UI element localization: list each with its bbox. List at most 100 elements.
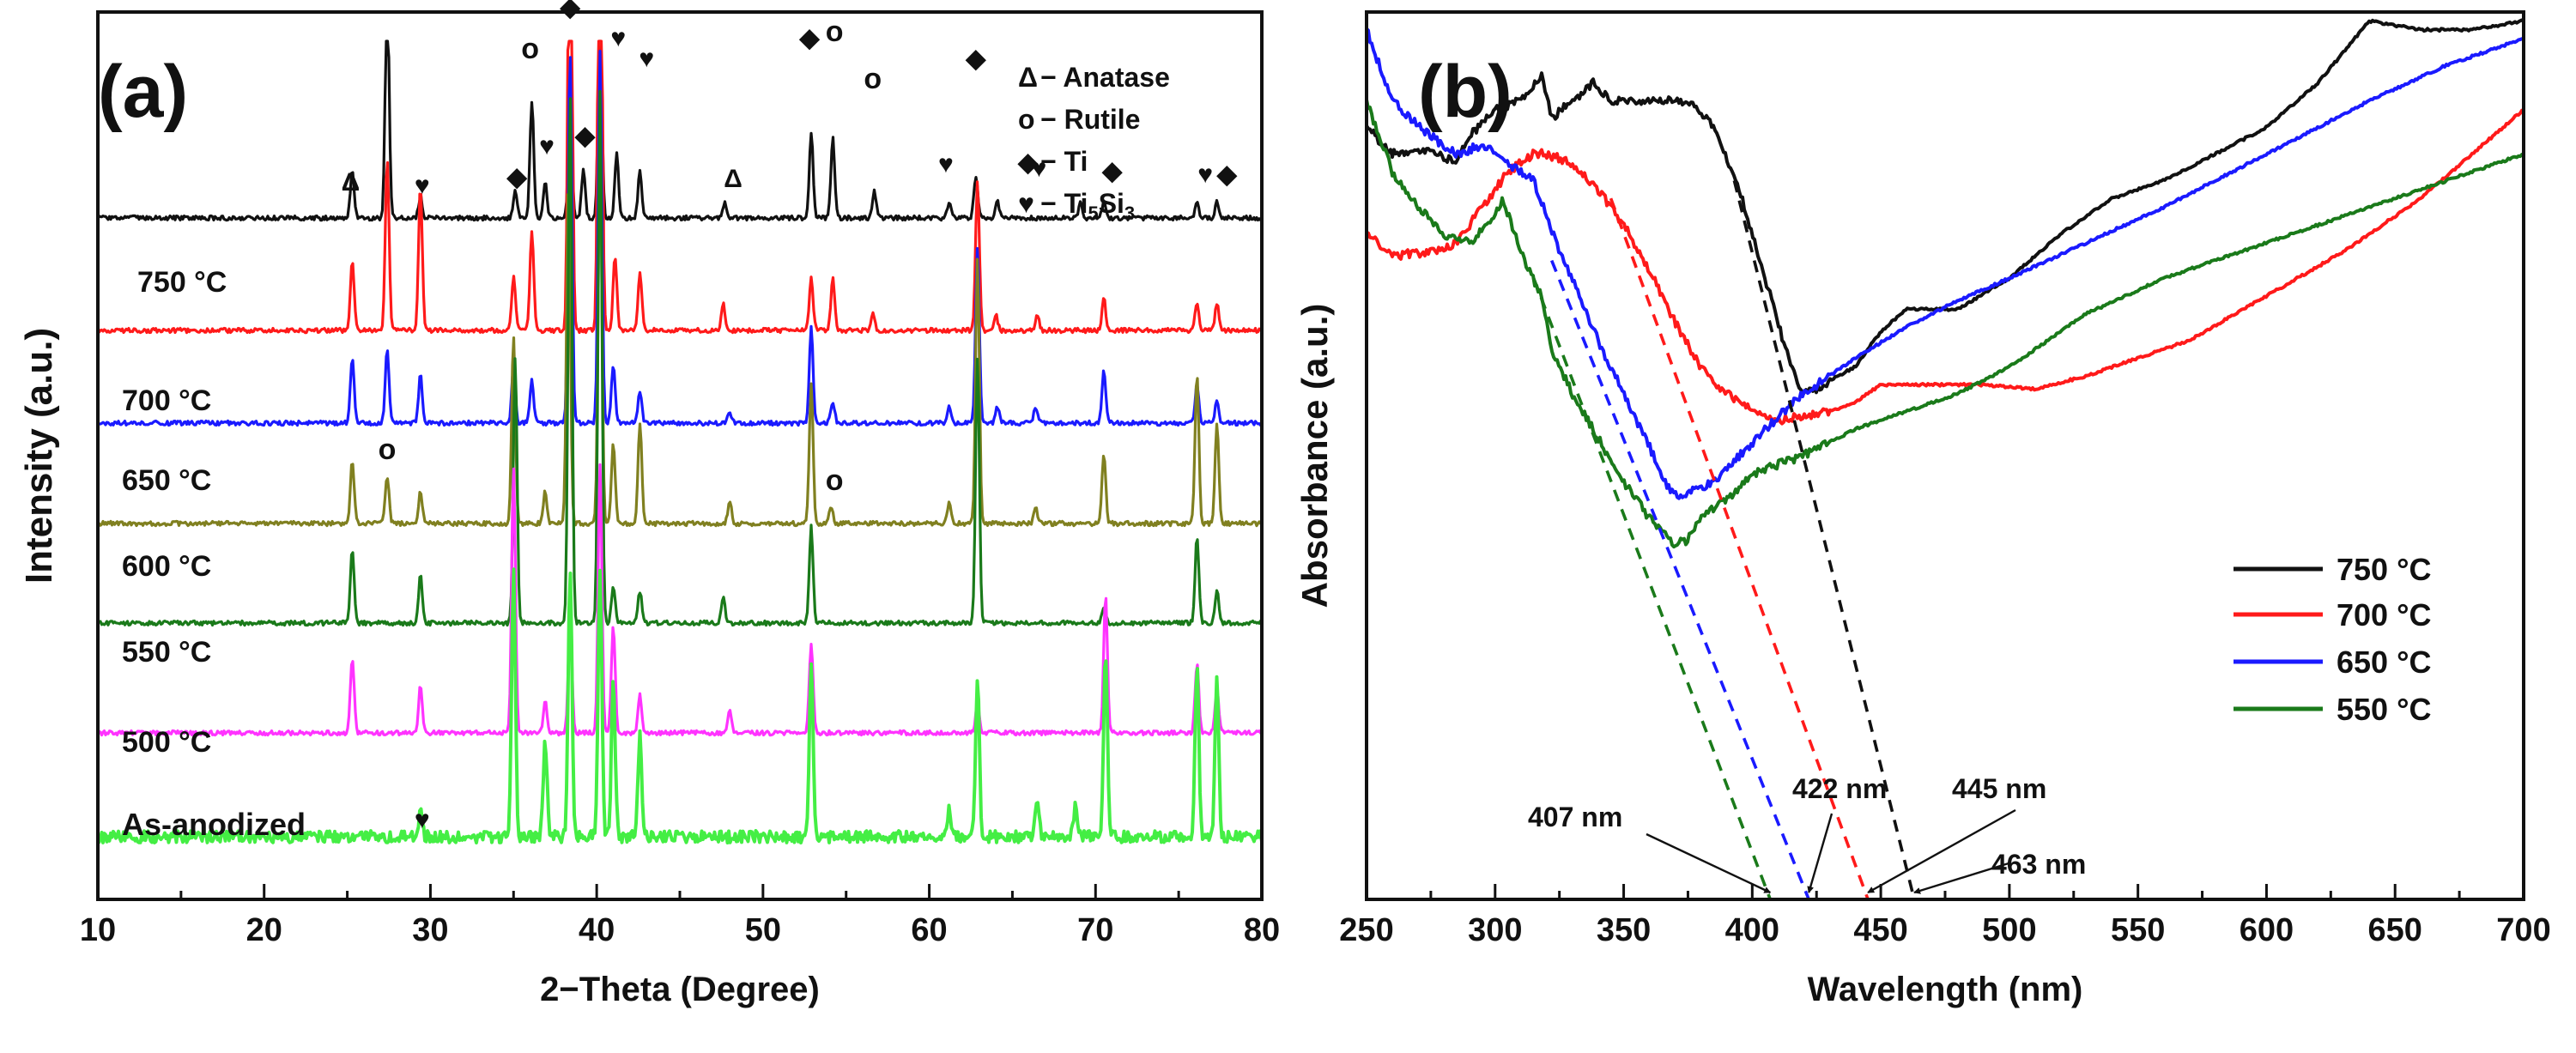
series-label-600: 600 °C bbox=[122, 550, 211, 583]
xrd-line-700-c bbox=[96, 39, 1264, 335]
peak-marker: ◆ bbox=[1216, 160, 1238, 189]
panel-a-legend: Δ − Anatase o − Rutile ◆ − Ti ♥ − Ti5Si3 bbox=[1017, 62, 1170, 224]
x-tick-label: 550 bbox=[2111, 912, 2165, 948]
peak-marker: ♥ bbox=[1032, 154, 1047, 183]
series-label-as-anodized: As-anodized bbox=[122, 807, 306, 842]
peak-marker: ♥ bbox=[415, 172, 430, 200]
intercept-arrow bbox=[1867, 808, 2016, 894]
x-tick-label: 500 bbox=[1982, 912, 2036, 948]
x-tick-label: 700 bbox=[2496, 912, 2550, 948]
x-tick-label: 30 bbox=[412, 912, 448, 948]
series-label-750: 750 °C bbox=[137, 266, 227, 299]
panel-a-xrd-chart: Δo♥◆o♥◆◆◆♥♥Δ◆oo♥◆♥◆♥◆oo♥ 102030405060708… bbox=[18, 0, 1280, 1008]
peak-marker: o bbox=[864, 63, 882, 95]
panel-b-y-axis-title: Absorbance (a.u.) bbox=[1294, 304, 1335, 608]
legend-label-650: 650 °C bbox=[2337, 645, 2431, 680]
legend-label-550: 550 °C bbox=[2337, 692, 2431, 727]
panel-b-legend: 750 °C 700 °C 650 °C 550 °C bbox=[2234, 552, 2431, 727]
xrd-line-500-c bbox=[97, 463, 1264, 737]
legend-rutile-label: − Rutile bbox=[1040, 104, 1140, 135]
peak-marker: ♥ bbox=[1197, 160, 1213, 189]
tangent-line-group bbox=[1532, 180, 1916, 900]
peak-marker: ◆ bbox=[506, 163, 528, 191]
panel-b-x-axis: 250 300 350 400 450 500 550 600 650 700 bbox=[1339, 884, 2551, 948]
peak-marker: Δ bbox=[724, 165, 742, 193]
x-tick-label: 650 bbox=[2368, 912, 2422, 948]
x-tick-label: 250 bbox=[1339, 912, 1393, 948]
peak-marker: ◆ bbox=[1101, 157, 1123, 185]
xrd-line-650-c bbox=[96, 49, 1264, 427]
panel-b-x-axis-title: Wavelength (nm) bbox=[1808, 971, 2083, 1008]
series-label-500: 500 °C bbox=[122, 726, 211, 759]
intercept-arrow-group bbox=[1646, 808, 2016, 894]
panel-b-absorbance-chart: 250 300 350 400 450 500 550 600 650 700 (b) Wavel… bbox=[1294, 10, 2551, 1008]
x-tick-label: 50 bbox=[745, 912, 781, 948]
absorbance-line-700 bbox=[1366, 108, 2524, 426]
panel-a-x-axis-title: 2−Theta (Degree) bbox=[540, 971, 820, 1008]
peak-marker: ◆ bbox=[799, 24, 821, 52]
series-label-550: 550 °C bbox=[122, 636, 211, 669]
absorbance-line-550 bbox=[1365, 99, 2524, 549]
tangent-line-550 bbox=[1532, 277, 1772, 900]
series-label-700: 700 °C bbox=[122, 384, 211, 417]
xrd-line-550-c bbox=[97, 89, 1264, 627]
peak-marker: ♥ bbox=[610, 24, 626, 52]
x-tick-label: 600 bbox=[2240, 912, 2294, 948]
legend-label-750: 750 °C bbox=[2337, 552, 2431, 587]
absorbance-line-750 bbox=[1365, 18, 2525, 397]
legend-label-700: 700 °C bbox=[2337, 597, 2431, 632]
legend-anatase-symbol: Δ bbox=[1018, 62, 1038, 93]
legend-rutile-symbol: o bbox=[1018, 104, 1035, 135]
x-tick-label: 450 bbox=[1853, 912, 1907, 948]
xrd-series-group bbox=[96, 39, 1264, 844]
legend-anatase-label: − Anatase bbox=[1040, 62, 1170, 93]
x-tick-label: 60 bbox=[911, 912, 947, 948]
intercept-arrow bbox=[1646, 832, 1772, 894]
absorbance-series-group bbox=[1365, 18, 2525, 549]
xrd-line-as-anodized bbox=[96, 567, 1264, 844]
x-tick-label: 350 bbox=[1597, 912, 1651, 948]
intercept-label-445: 445 nm bbox=[1952, 773, 2046, 804]
peak-marker: ♥ bbox=[938, 150, 954, 179]
intercept-label-407: 407 nm bbox=[1528, 802, 1622, 832]
xrd-line-750-c bbox=[97, 39, 1263, 222]
peak-marker: ◆ bbox=[965, 45, 986, 73]
legend-ti5si3-symbol: ♥ bbox=[1018, 188, 1034, 219]
panel-a-label: (a) bbox=[98, 51, 188, 133]
x-tick-label: 70 bbox=[1077, 912, 1113, 948]
intercept-arrow bbox=[1913, 862, 2009, 894]
tangent-line-700 bbox=[1609, 197, 1870, 900]
xrd-line-600-c bbox=[97, 148, 1263, 528]
peak-marker: o bbox=[379, 433, 397, 466]
peak-marker: Δ bbox=[342, 168, 361, 197]
panel-b-frame bbox=[1365, 10, 2525, 901]
peak-marker: o bbox=[826, 464, 844, 497]
intercept-arrow bbox=[1807, 813, 1834, 893]
absorbance-line-650 bbox=[1365, 27, 2524, 500]
peak-marker: ♥ bbox=[539, 132, 555, 160]
tangent-line-650 bbox=[1550, 259, 1810, 900]
series-labels: 750 °C 700 °C 650 °C 600 °C 550 °C 500 °… bbox=[122, 266, 306, 842]
peak-marker: o bbox=[521, 33, 539, 65]
x-tick-label: 10 bbox=[80, 912, 116, 948]
panel-a-y-axis-title: Intensity (a.u.) bbox=[18, 328, 60, 584]
x-tick-label: 400 bbox=[1725, 912, 1779, 948]
intercept-label-463: 463 nm bbox=[1991, 849, 2086, 880]
x-tick-label: 40 bbox=[579, 912, 615, 948]
legend-ti-symbol: ◆ bbox=[1017, 148, 1039, 177]
legend-ti5si3-label: − Ti5Si3 bbox=[1040, 188, 1135, 224]
intercept-labels: 407 nm 422 nm 445 nm 463 nm bbox=[1528, 773, 2086, 880]
intercept-label-422: 422 nm bbox=[1792, 773, 1887, 804]
peak-marker-group: Δo♥◆o♥◆◆◆♥♥Δ◆oo♥◆♥◆♥◆oo♥ bbox=[342, 0, 1238, 834]
legend-ti-label: − Ti bbox=[1040, 146, 1088, 177]
x-tick-label: 80 bbox=[1244, 912, 1280, 948]
x-tick-label: 300 bbox=[1468, 912, 1522, 948]
peak-marker: o bbox=[826, 15, 844, 48]
panel-b-label: (b) bbox=[1418, 51, 1512, 133]
x-tick-label: 20 bbox=[246, 912, 282, 948]
series-label-650: 650 °C bbox=[122, 464, 211, 497]
peak-marker: ♥ bbox=[639, 45, 654, 73]
peak-marker: ◆ bbox=[574, 122, 596, 150]
peak-marker: ♥ bbox=[415, 806, 430, 834]
